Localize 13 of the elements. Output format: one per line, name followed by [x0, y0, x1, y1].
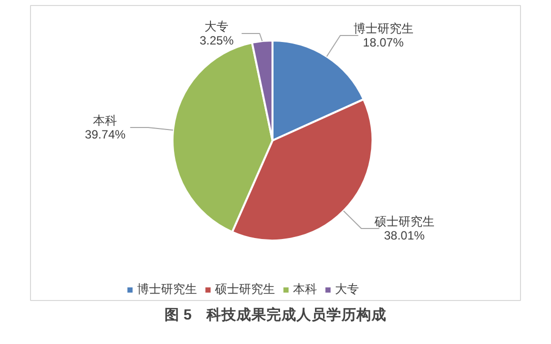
- data-label: 39.74%: [84, 127, 126, 142]
- slice-label: 硕士研究生: [373, 214, 434, 228]
- data-label: 3.25%: [200, 34, 234, 48]
- legend-label: 博士研究生: [137, 281, 197, 298]
- legend-label: 大专: [335, 281, 359, 298]
- slice-label: 博士研究生: [353, 21, 414, 36]
- data-label: 18.07%: [362, 35, 404, 50]
- text: 图 5 科技成果完成人员学历构成: [164, 306, 387, 324]
- slice-label: 大专: [204, 20, 229, 34]
- data-label: 38.01%: [384, 228, 425, 242]
- slice-label: 本科: [93, 113, 118, 128]
- legend-label: 本科: [293, 281, 317, 298]
- legend-label: 硕士研究生: [215, 281, 275, 298]
